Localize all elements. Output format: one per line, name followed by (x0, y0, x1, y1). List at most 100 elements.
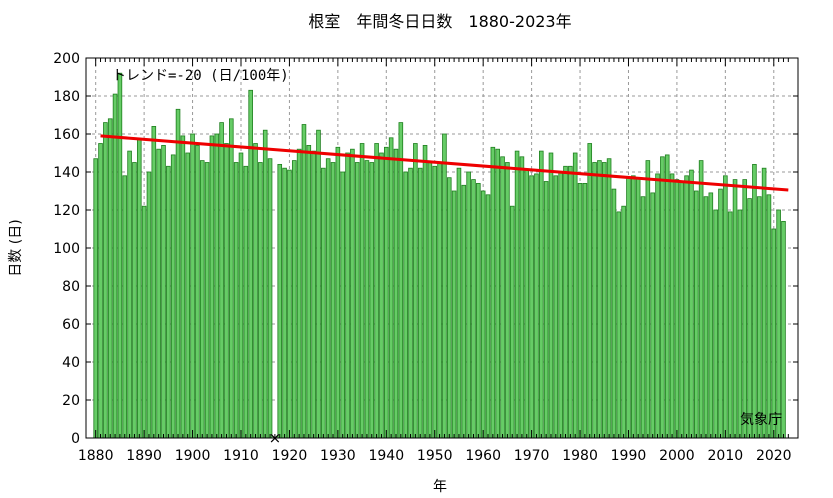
bar-1916 (267, 158, 273, 439)
x-tick-label: 1990 (611, 448, 647, 464)
bar-1944 (403, 171, 408, 439)
bar-1885 (117, 72, 123, 439)
bar-1987 (611, 188, 617, 439)
y-tick-label: 0 (71, 431, 80, 447)
bar-series (93, 72, 786, 439)
x-tick-label: 1890 (126, 448, 162, 464)
bar-1984 (597, 160, 602, 439)
bar-1963 (495, 148, 500, 439)
bar-1906 (219, 122, 224, 439)
bar-1895 (166, 165, 171, 439)
bar-2001 (679, 181, 685, 439)
bar-1894 (161, 144, 166, 439)
bar-1947 (417, 167, 423, 439)
bar-1967 (514, 150, 520, 439)
bar-1922 (296, 148, 302, 439)
bar-1928 (325, 158, 331, 439)
bar-1968 (519, 156, 525, 439)
trend-line (100, 134, 789, 192)
y-tick-label: 100 (53, 241, 80, 257)
bar-1929 (330, 162, 336, 439)
x-tick-label: 1900 (175, 448, 211, 464)
y-tick-label: 180 (53, 89, 80, 105)
bar-1969 (524, 169, 530, 439)
bar-1986 (606, 158, 612, 439)
bar-1883 (107, 118, 113, 439)
bar-2007 (708, 192, 714, 439)
bar-1933 (350, 148, 355, 439)
bar-1948 (422, 144, 428, 439)
bar-1912 (248, 89, 253, 439)
bar-1993 (640, 196, 646, 439)
y-tick-label: 160 (53, 127, 80, 143)
bar-1931 (340, 171, 346, 439)
bar-1955 (456, 167, 462, 439)
bar-1997 (660, 156, 665, 439)
bar-1982 (587, 143, 593, 439)
bar-1891 (146, 171, 152, 439)
bar-2009 (718, 188, 723, 439)
bar-1981 (582, 182, 588, 439)
bar-2022 (781, 220, 786, 439)
bar-1959 (476, 182, 481, 439)
bar-1899 (185, 152, 191, 439)
bar-2005 (698, 160, 704, 439)
bar-1992 (635, 177, 641, 439)
bar-1927 (321, 167, 326, 439)
bar-1983 (592, 162, 597, 439)
bar-1915 (262, 129, 268, 439)
x-axis-ticks: 1880 1890 1900 1910 1920 1930 1940 1950 1960 1970… (78, 58, 792, 464)
chart-title: 根室 年間冬日日数 1880-2023年 (308, 12, 571, 31)
bar-1977 (563, 165, 568, 439)
bar-2017 (756, 196, 762, 439)
bar-1990 (626, 177, 631, 439)
bar-2013 (737, 209, 743, 439)
bar-1958 (471, 179, 476, 439)
y-axis-label: 日数 (日) (8, 219, 24, 276)
bar-1938 (374, 143, 379, 439)
bar-1991 (631, 175, 636, 439)
bar-1886 (122, 175, 128, 439)
bar-1956 (461, 184, 467, 439)
x-tick-label: 2010 (708, 448, 744, 464)
bar-1903 (204, 162, 210, 439)
x-tick-label: 1930 (320, 448, 356, 464)
bar-1976 (558, 171, 563, 439)
x-axis-label: 年 (433, 479, 447, 495)
bar-2006 (703, 196, 709, 439)
bar-1932 (345, 152, 350, 439)
bar-1880 (93, 158, 98, 439)
bar-1884 (112, 93, 118, 439)
bar-2015 (747, 198, 752, 439)
bar-2012 (732, 179, 738, 439)
bar-1995 (650, 192, 655, 439)
bar-1965 (505, 162, 510, 439)
bar-1898 (180, 135, 186, 439)
x-tick-label: 1910 (223, 448, 259, 464)
bar-1954 (451, 190, 457, 439)
missing-data-marker: × (269, 429, 282, 447)
bar-2018 (761, 167, 767, 439)
x-tick-label: 1940 (368, 448, 404, 464)
y-tick-label: 40 (62, 355, 80, 371)
bar-2011 (727, 211, 733, 439)
x-tick-label: 1920 (272, 448, 308, 464)
bar-1893 (156, 148, 161, 439)
x-tick-label: 1880 (78, 448, 114, 464)
bar-1907 (224, 143, 229, 439)
bar-1978 (568, 165, 573, 439)
y-tick-label: 200 (53, 51, 80, 67)
bar-1951 (437, 162, 442, 439)
bar-1999 (669, 173, 675, 439)
y-tick-label: 140 (53, 165, 80, 181)
bar-1970 (529, 175, 534, 439)
bar-1960 (480, 190, 486, 439)
bar-2021 (776, 209, 781, 439)
bar-1949 (427, 162, 433, 439)
bar-1908 (229, 118, 234, 439)
bar-1897 (175, 108, 181, 439)
bar-1923 (301, 124, 307, 439)
bar-1889 (136, 139, 142, 439)
bar-1921 (291, 160, 297, 439)
